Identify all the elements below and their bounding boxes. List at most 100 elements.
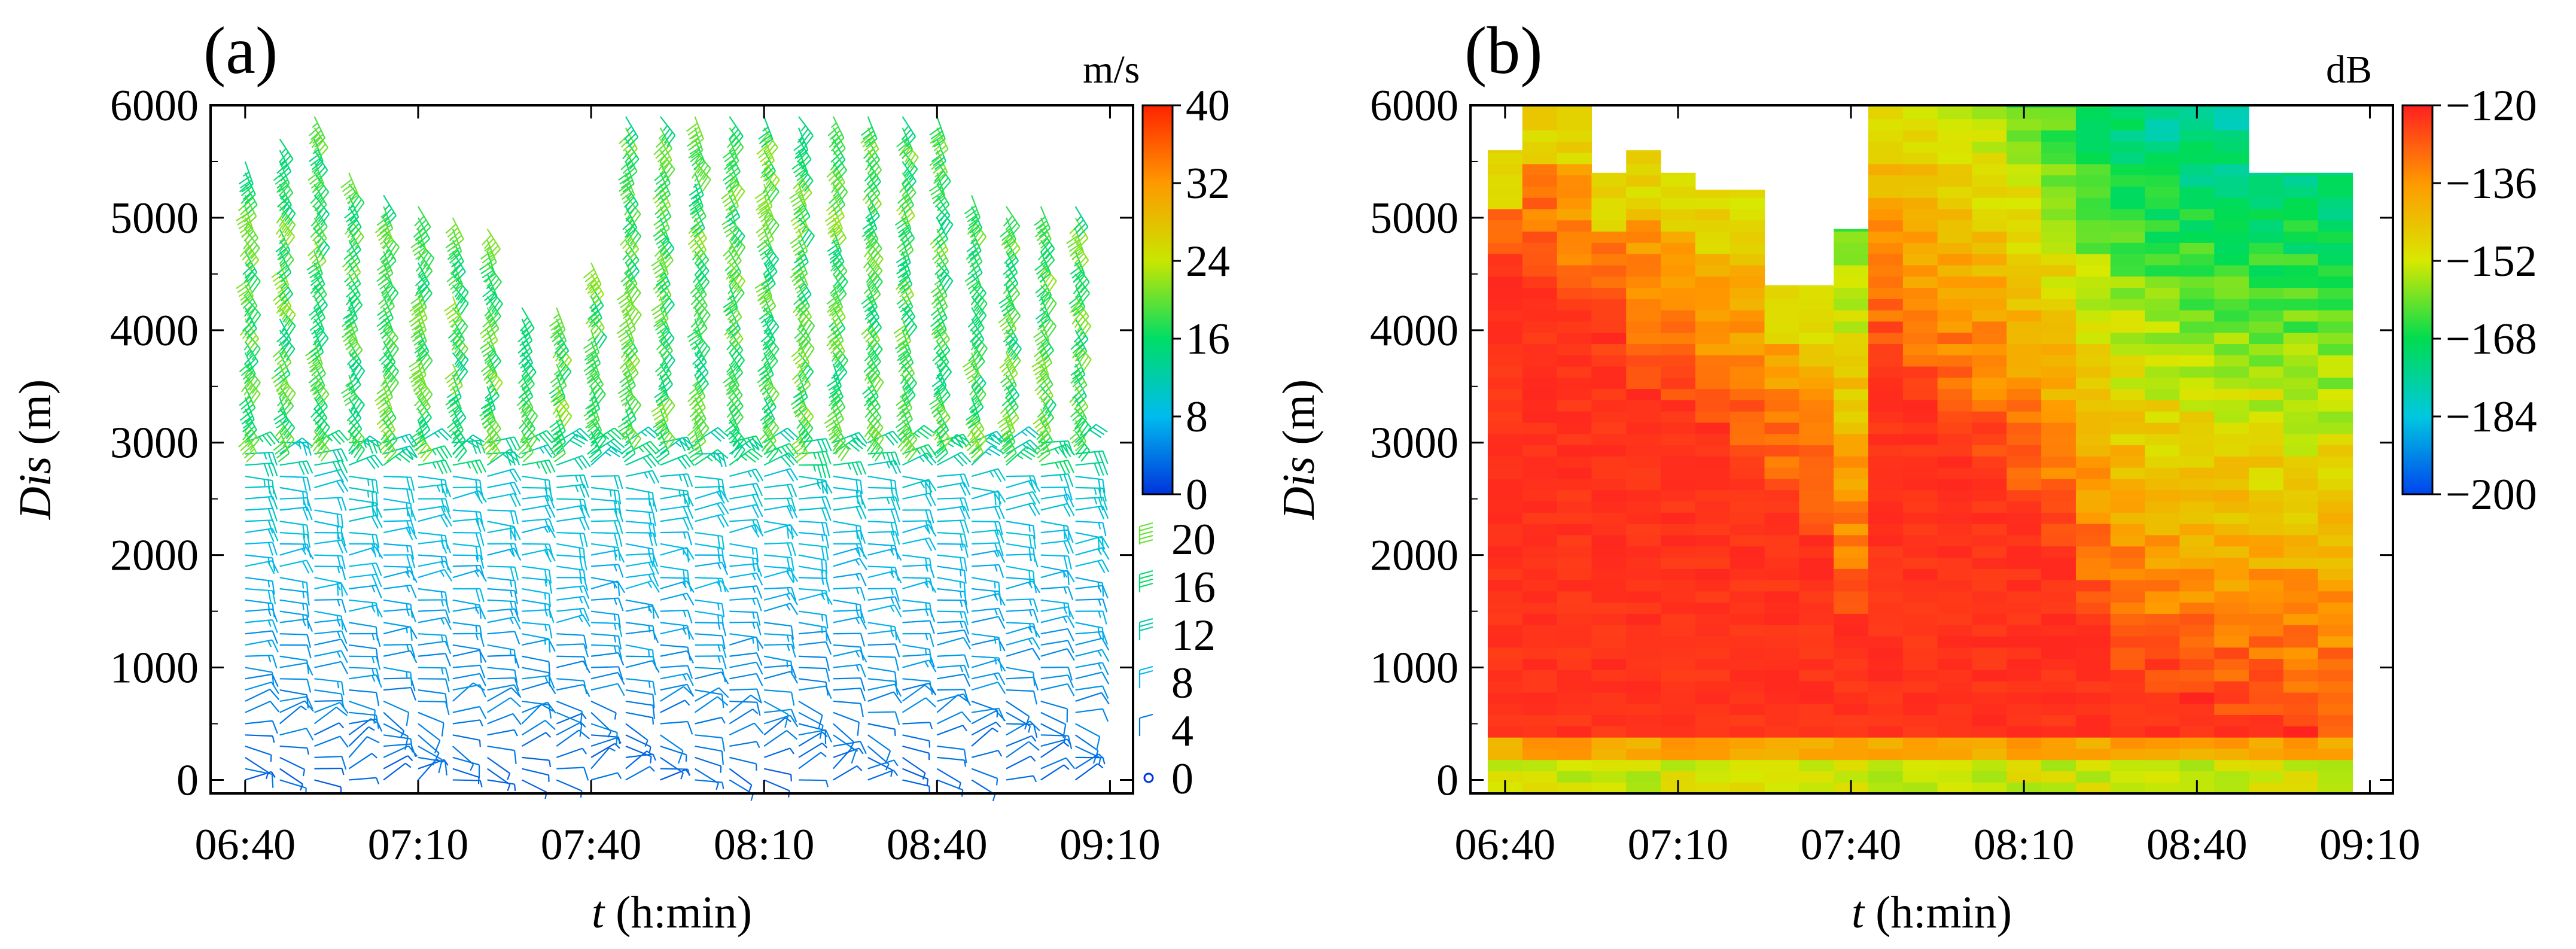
wind-barb (901, 116, 916, 148)
wind-barb (896, 194, 915, 226)
heatmap-cell (1972, 625, 2007, 637)
heatmap-cell (1868, 141, 1904, 153)
heatmap-cell (2041, 321, 2076, 333)
wind-barb (937, 745, 967, 764)
heatmap-cell (1487, 658, 1523, 670)
heatmap-cell (1972, 714, 2007, 726)
heatmap-cell (1557, 625, 1592, 637)
barb-legend-mark (1138, 665, 1153, 688)
heatmap-cell (1661, 467, 1696, 479)
heatmap-cell (1972, 782, 2007, 794)
heatmap-cell (1557, 658, 1592, 670)
heatmap-cell (1937, 512, 1973, 524)
heatmap-cell (1695, 714, 1731, 726)
heatmap-cell (2110, 377, 2146, 390)
wind-barb (833, 431, 868, 447)
heatmap-cell (1522, 445, 1558, 457)
wind-barb (343, 296, 358, 328)
wind-barb (1006, 755, 1036, 769)
heatmap-cell (2179, 254, 2215, 266)
wind-barb (418, 689, 448, 708)
heatmap-cell (1661, 670, 1696, 682)
heatmap-cell (1972, 400, 2007, 412)
heatmap-cell (1799, 748, 1834, 761)
wind-barb (279, 330, 296, 361)
wind-barb (452, 746, 474, 771)
heatmap-cell (1487, 411, 1523, 423)
wind-barb (272, 341, 292, 373)
heatmap-cell (2283, 579, 2319, 592)
heatmap-cell (1902, 163, 1938, 176)
heatmap-cell (1487, 264, 1523, 277)
heatmap-cell (1834, 501, 1869, 513)
heatmap-cell (1557, 557, 1592, 569)
heatmap-cell (2249, 388, 2284, 400)
heatmap-cell (2006, 400, 2042, 412)
heatmap-cell (2075, 366, 2111, 378)
wind-barb (349, 573, 382, 588)
wind-barb (452, 682, 485, 702)
heatmap-cell (1487, 681, 1523, 693)
heatmap-cell (2283, 771, 2319, 783)
wind-barb (279, 689, 309, 708)
heatmap-cell (1557, 726, 1592, 738)
wind-barb (764, 497, 796, 512)
wind-barb (931, 363, 947, 395)
heatmap-cell (1902, 141, 1938, 153)
wind-barb (660, 734, 684, 764)
heatmap-cell (2318, 613, 2353, 625)
wind-barb (279, 768, 303, 791)
wind-barb (764, 622, 794, 640)
heatmap-cell (1626, 287, 1661, 299)
heatmap-cell (2145, 647, 2181, 659)
wind-barb (625, 723, 648, 747)
heatmap-cell (1799, 568, 1834, 580)
heatmap-cell (1972, 422, 2007, 434)
wind-barb (314, 756, 347, 770)
heatmap-cell (1522, 388, 1558, 400)
heatmap-cell (1591, 524, 1627, 536)
wind-barb (590, 610, 622, 628)
wind-barb (486, 756, 511, 780)
heatmap-cell (1799, 489, 1834, 502)
wind-barb (798, 752, 827, 769)
heatmap-cell (1834, 748, 1869, 761)
heatmap-cell (1522, 748, 1558, 761)
heatmap-cell (2041, 276, 2076, 288)
heatmap-cell (1868, 602, 1904, 614)
heatmap-cell (2249, 726, 2284, 738)
heatmap-cell (1764, 625, 1799, 637)
wind-barb (833, 677, 866, 692)
heatmap-cell (1557, 501, 1592, 513)
heatmap-cell (2249, 355, 2284, 367)
heatmap-cell (1661, 658, 1696, 670)
wind-barb (833, 599, 863, 619)
wind-barb (1075, 671, 1110, 685)
heatmap-cell (1661, 557, 1696, 569)
wind-barb (521, 732, 552, 747)
heatmap-cell (2249, 478, 2284, 491)
heatmap-cell (2110, 670, 2146, 682)
wind-barb (549, 431, 566, 463)
wind-barb (409, 363, 427, 395)
wind-barb (554, 330, 570, 361)
heatmap-cell (1937, 152, 1973, 165)
wind-barb (556, 779, 583, 798)
heatmap-cell (1626, 524, 1661, 536)
heatmap-cell (1591, 489, 1627, 502)
heatmap-cell (2249, 299, 2284, 311)
wind-barb (625, 509, 656, 527)
heatmap-cell (2214, 321, 2249, 333)
heatmap-cell (1487, 557, 1523, 569)
heatmap-cell (2145, 377, 2181, 390)
heatmap-cell (2145, 309, 2181, 322)
heatmap-cell (2249, 782, 2284, 794)
heatmap-cell (1522, 703, 1558, 716)
wind-barb (245, 655, 278, 669)
heatmap-cell (1972, 771, 2007, 783)
heatmap-cell (1557, 355, 1592, 367)
heatmap-cell (1764, 287, 1799, 299)
wind-barb (307, 239, 327, 272)
wind-barb (625, 521, 656, 537)
heatmap-cell (1695, 366, 1731, 378)
